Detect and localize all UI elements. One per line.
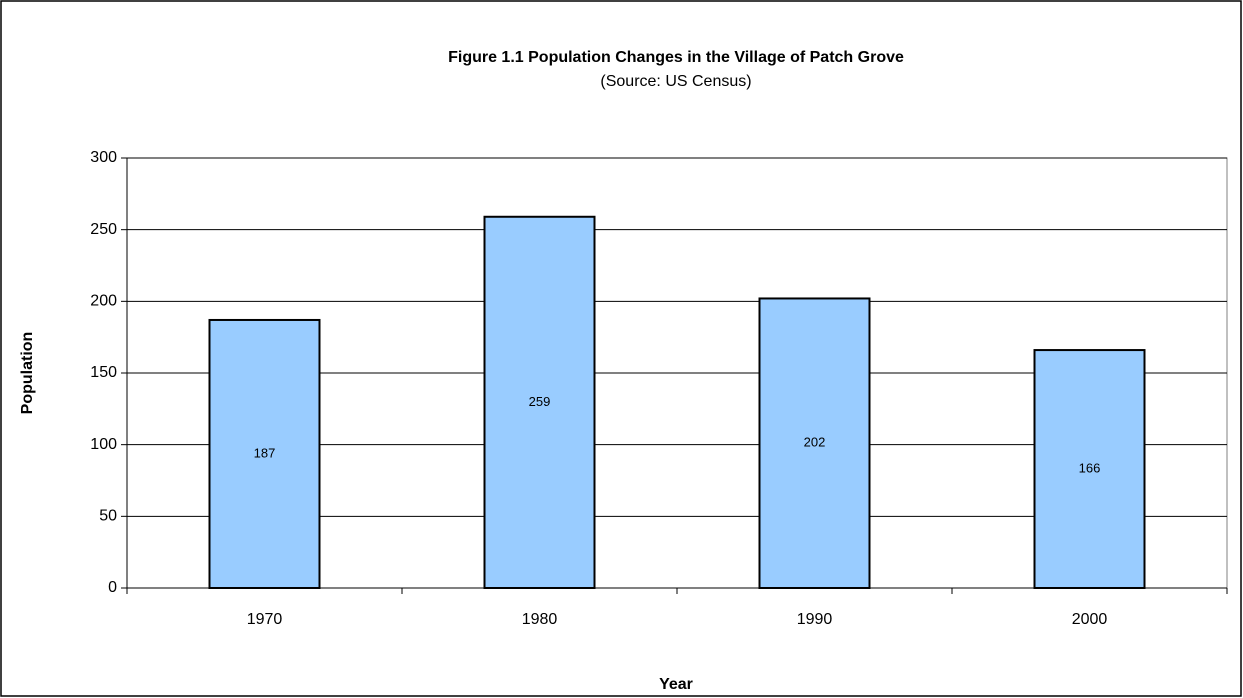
x-tick-label: 1990: [797, 611, 833, 628]
bar: [758, 297, 871, 589]
x-axis-title: Year: [659, 676, 693, 693]
bar: [208, 318, 321, 589]
data-label: 187: [254, 445, 276, 460]
x-tick-label: 2000: [1072, 611, 1108, 628]
y-tick-label: 300: [90, 149, 117, 166]
data-label: 166: [1079, 460, 1101, 475]
y-tick-label: 150: [90, 364, 117, 381]
chart-subtitle: (Source: US Census): [600, 73, 751, 90]
chart-title: Figure 1.1 Population Changes in the Vil…: [448, 49, 904, 66]
y-axis-title: Population: [19, 332, 36, 415]
y-tick-label: 50: [99, 508, 117, 525]
y-tick-label: 250: [90, 221, 117, 238]
y-tick-label: 0: [108, 579, 117, 596]
data-label: 202: [804, 435, 826, 450]
x-tick-label: 1980: [522, 611, 558, 628]
data-label: 259: [529, 394, 551, 409]
bar: [483, 215, 596, 589]
x-tick-label: 1970: [247, 611, 283, 628]
y-tick-label: 100: [90, 436, 117, 453]
y-tick-label: 200: [90, 293, 117, 310]
bar: [1033, 349, 1146, 590]
